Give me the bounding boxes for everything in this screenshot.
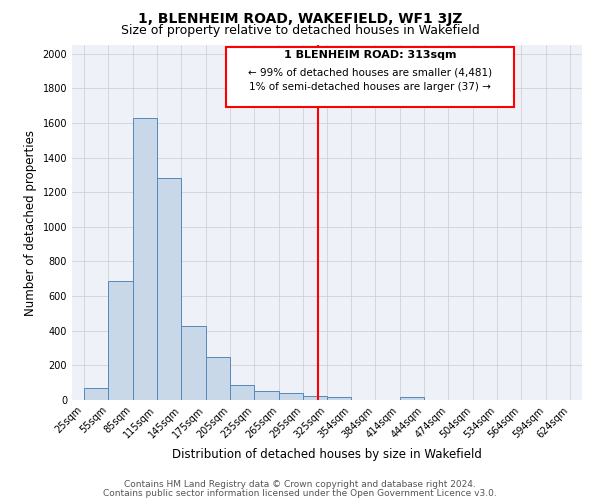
Bar (181, 326, 206, 400)
Bar (84, 388, 109, 400)
Bar (230, 386, 254, 400)
FancyBboxPatch shape (226, 46, 514, 108)
Bar (279, 393, 303, 400)
Bar (133, 118, 157, 400)
Text: 1 BLENHEIM ROAD: 313sqm: 1 BLENHEIM ROAD: 313sqm (284, 50, 456, 60)
X-axis label: Distribution of detached houses by size in Wakefield: Distribution of detached houses by size … (172, 448, 482, 461)
Text: Contains public sector information licensed under the Open Government Licence v3: Contains public sector information licen… (103, 488, 497, 498)
Text: Contains HM Land Registry data © Crown copyright and database right 2024.: Contains HM Land Registry data © Crown c… (124, 480, 476, 489)
Text: ← 99% of detached houses are smaller (4,481): ← 99% of detached houses are smaller (4,… (248, 68, 492, 78)
Bar (109, 280, 133, 400)
Bar (254, 392, 279, 400)
Y-axis label: Number of detached properties: Number of detached properties (24, 130, 37, 316)
Text: Size of property relative to detached houses in Wakefield: Size of property relative to detached ho… (121, 24, 479, 37)
Bar (328, 396, 351, 400)
Text: 1% of semi-detached houses are larger (37) →: 1% of semi-detached houses are larger (3… (249, 82, 491, 92)
Bar (303, 396, 328, 400)
Text: 1, BLENHEIM ROAD, WAKEFIELD, WF1 3JZ: 1, BLENHEIM ROAD, WAKEFIELD, WF1 3JZ (138, 12, 462, 26)
Bar (157, 178, 181, 400)
Bar (400, 398, 424, 400)
Bar (206, 356, 230, 400)
